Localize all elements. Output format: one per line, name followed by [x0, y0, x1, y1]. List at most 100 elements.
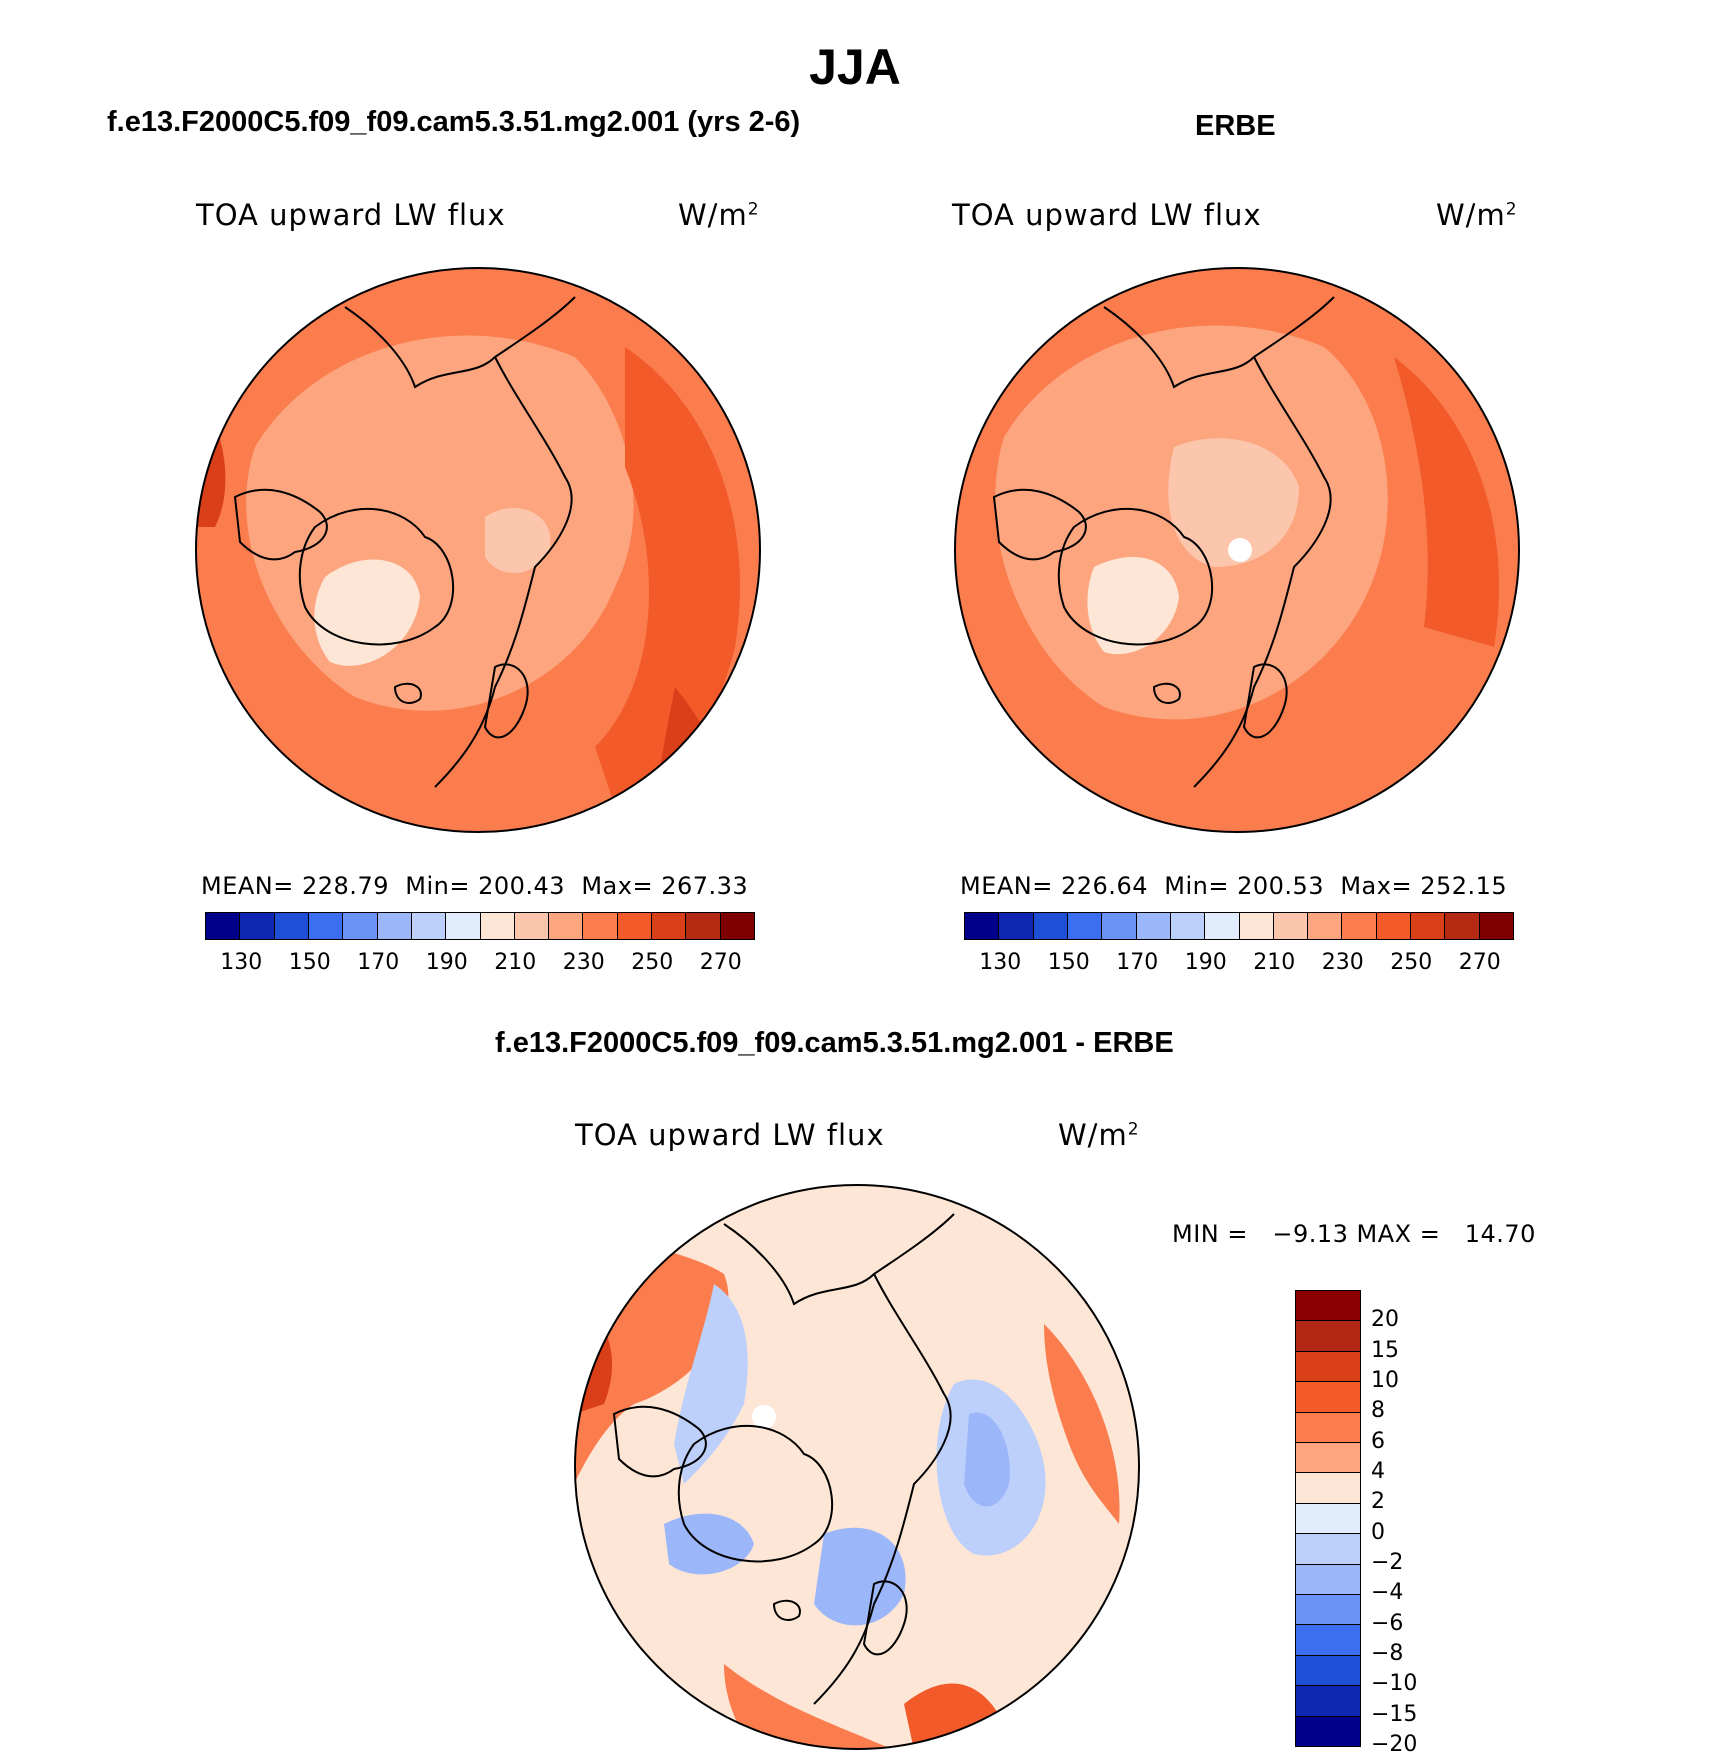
diff-coast-canada: [612, 1405, 707, 1478]
colorbar-tick-label: 2: [1371, 1489, 1385, 1515]
colorbar-swatch: [1170, 913, 1206, 939]
colorbar-tick-label: 15: [1371, 1337, 1399, 1363]
colorbar-tick-label: 210: [1253, 950, 1296, 975]
diff-polar-map: [574, 1184, 1140, 1750]
obs-pole-cool: [1168, 438, 1299, 567]
colorbar-tick-label: 250: [631, 950, 674, 975]
model-units-label: W/m2: [678, 198, 760, 232]
colorbar-tick-label: 4: [1371, 1459, 1385, 1484]
model-polar-map: [195, 267, 761, 833]
model-colorbar-ticks: 130 150 170 190 210 230 250 270: [205, 950, 753, 980]
colorbar-tick-label: 250: [1390, 950, 1433, 975]
colorbar-tick-label: −20: [1371, 1732, 1418, 1757]
colorbar-tick-label: −10: [1371, 1671, 1418, 1697]
diff-coast-eurasia: [813, 1273, 952, 1705]
colorbar-tick-label: 8: [1371, 1398, 1385, 1424]
colorbar-tick-label: 130: [220, 950, 263, 975]
model-map-border: [195, 267, 761, 833]
colorbar-swatch: [1296, 1686, 1360, 1717]
colorbar-swatch: [1296, 1473, 1360, 1504]
colorbar-swatch: [1411, 913, 1446, 939]
diff-coast-alaska-siberia: [723, 1213, 955, 1306]
diff-map-border: [574, 1184, 1140, 1750]
diff-variable-label: TOA upward LW flux: [575, 1118, 885, 1152]
model-coast-eurasia: [434, 356, 573, 788]
colorbar-tick-label: −8: [1371, 1641, 1404, 1666]
colorbar-swatch: [480, 913, 515, 939]
colorbar-swatch: [1033, 913, 1068, 939]
model-field-warm-east: [595, 347, 741, 807]
obs-polar-map: [954, 267, 1520, 833]
colorbar-tick-label: 170: [357, 950, 400, 975]
diff-coast-scandinavia: [862, 1580, 908, 1656]
colorbar-swatch: [1296, 1564, 1360, 1596]
colorbar-tick-label: 190: [425, 950, 468, 975]
diff-coast-greenland: [677, 1424, 834, 1563]
colorbar-swatch: [446, 913, 481, 939]
colorbar-swatch: [411, 913, 447, 939]
colorbar-swatch: [1296, 1655, 1360, 1687]
obs-greenland-cold: [1087, 557, 1179, 655]
diff-field-west-hot: [575, 1294, 612, 1414]
colorbar-swatch: [1479, 913, 1513, 939]
obs-stats: MEAN= 226.64 Min= 200.53 Max= 252.15: [960, 872, 1508, 900]
model-coast-alaska-siberia: [344, 296, 576, 389]
colorbar-tick-label: 6: [1371, 1428, 1385, 1454]
colorbar-tick-label: −15: [1371, 1701, 1418, 1727]
colorbar-tick-label: −4: [1371, 1580, 1404, 1606]
model-coast-canada: [233, 488, 328, 561]
colorbar-swatch: [1296, 1503, 1360, 1535]
obs-coast-canada: [992, 488, 1087, 561]
colorbar-swatch: [1205, 913, 1240, 939]
diff-colorbar: [1295, 1290, 1361, 1747]
colorbar-swatch: [377, 913, 412, 939]
diff-stats: MIN = −9.13 MAX = 14.70: [1172, 1220, 1536, 1248]
colorbar-swatch: [514, 913, 550, 939]
colorbar-swatch: [1239, 913, 1274, 939]
diff-units-label: W/m2: [1058, 1118, 1140, 1152]
colorbar-swatch: [549, 913, 584, 939]
obs-colorbar: [964, 912, 1514, 940]
colorbar-swatch: [686, 913, 721, 939]
colorbar-tick-label: 0: [1371, 1519, 1385, 1545]
obs-coast-iceland: [1152, 682, 1181, 704]
obs-coast-greenland: [1057, 507, 1214, 646]
colorbar-swatch: [1445, 913, 1480, 939]
colorbar-swatch: [1296, 1321, 1360, 1352]
obs-panel-subtitle: ERBE: [1195, 110, 1276, 142]
diff-pole-missing: [752, 1405, 776, 1429]
colorbar-swatch: [617, 913, 653, 939]
colorbar-swatch: [1296, 1534, 1360, 1565]
colorbar-swatch: [583, 913, 618, 939]
obs-map-border: [954, 267, 1520, 833]
model-coast-scandinavia: [483, 663, 529, 739]
colorbar-swatch: [1296, 1412, 1360, 1444]
model-panel-subtitle: f.e13.F2000C5.f09_f09.cam5.3.51.mg2.001 …: [107, 106, 801, 138]
colorbar-swatch: [1273, 913, 1309, 939]
colorbar-swatch: [343, 913, 378, 939]
model-pole-cool: [485, 508, 551, 574]
diff-field-east-cooler: [964, 1412, 1010, 1507]
colorbar-tick-label: 10: [1371, 1368, 1399, 1393]
obs-variable-label: TOA upward LW flux: [952, 198, 1262, 232]
colorbar-swatch: [1308, 913, 1343, 939]
colorbar-swatch: [274, 913, 309, 939]
model-greenland-cold: [314, 559, 420, 666]
obs-colorbar-ticks: 130 150 170 190 210 230 250 270: [964, 950, 1512, 980]
colorbar-tick-label: 170: [1116, 950, 1159, 975]
colorbar-tick-label: 20: [1371, 1307, 1399, 1333]
colorbar-tick-label: 210: [494, 950, 537, 975]
colorbar-swatch: [240, 913, 275, 939]
colorbar-swatch: [720, 913, 754, 939]
colorbar-tick-label: 230: [562, 950, 605, 975]
diff-coast-iceland: [772, 1599, 801, 1621]
colorbar-swatch: [1067, 913, 1103, 939]
diff-subtitle: f.e13.F2000C5.f09_f09.cam5.3.51.mg2.001 …: [495, 1027, 1174, 1059]
colorbar-tick-label: −2: [1371, 1550, 1404, 1575]
model-coast-iceland: [393, 682, 422, 704]
obs-field-warm-east: [1394, 357, 1500, 647]
diff-field-east-warm: [1044, 1324, 1120, 1524]
obs-coast-eurasia: [1193, 356, 1332, 788]
colorbar-tick-label: 150: [1047, 950, 1090, 975]
colorbar-tick-label: −6: [1371, 1610, 1404, 1636]
